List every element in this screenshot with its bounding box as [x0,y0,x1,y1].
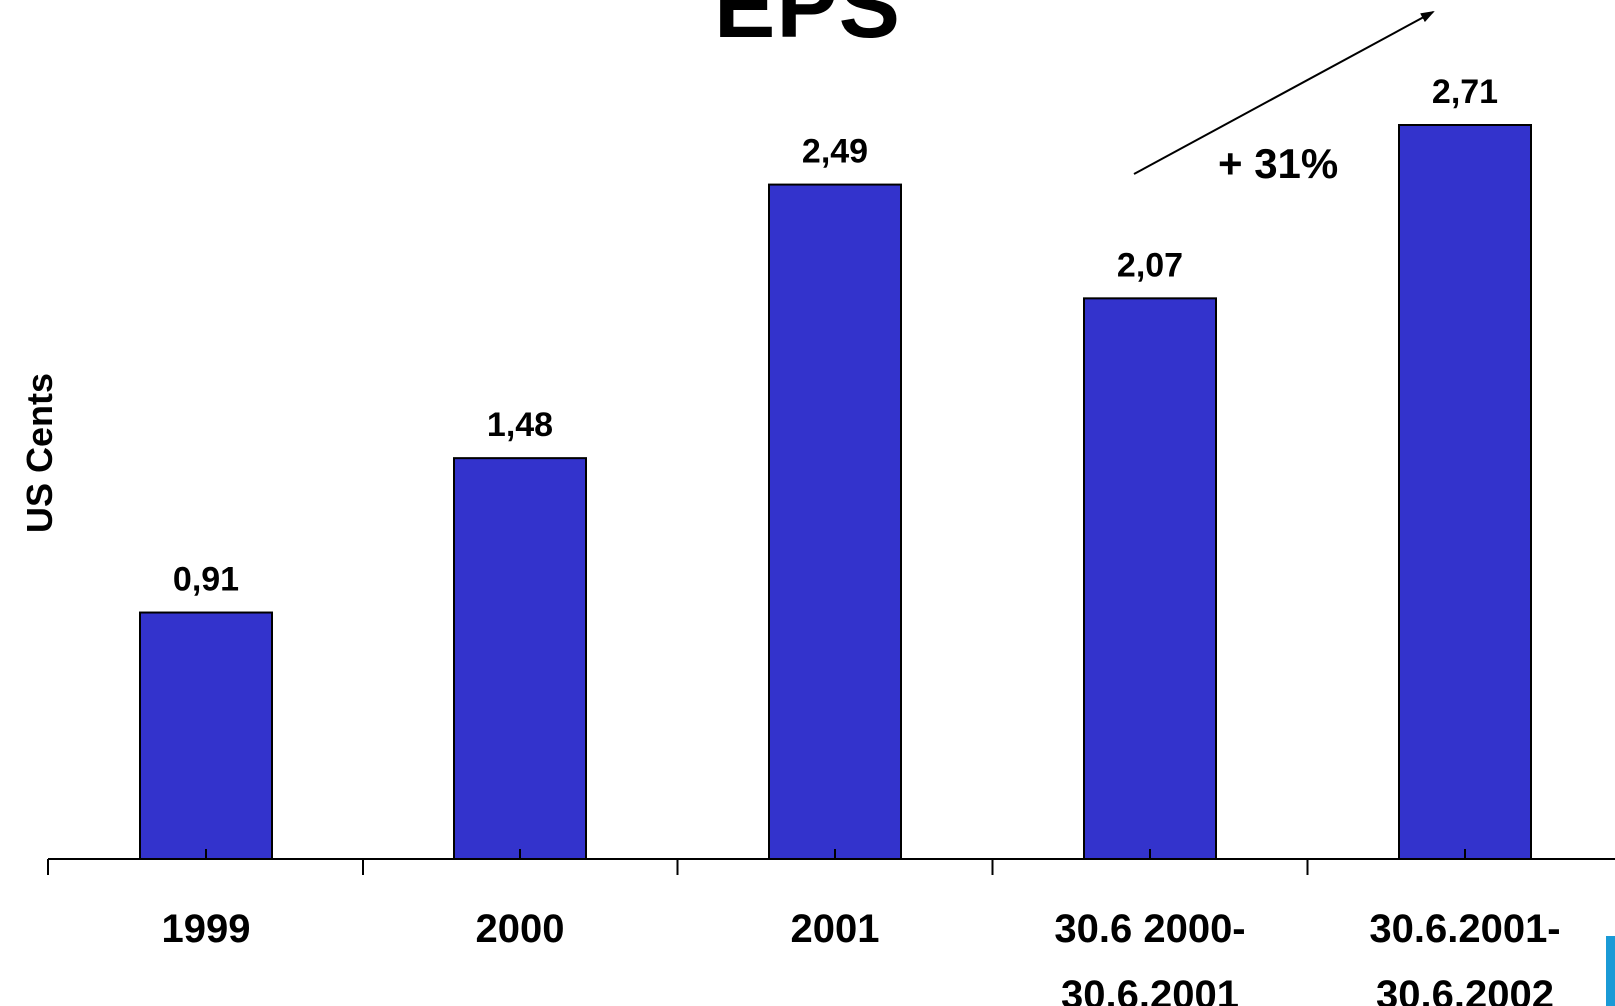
bars-group [139,124,1532,860]
x-axis [47,849,1615,875]
chart-title: EPS [713,0,902,57]
growth-annotation-label: + 31% [1218,140,1339,187]
x-tick-label-2: 2000 [476,907,565,951]
growth-annotation [1133,11,1435,175]
x-tick-label-4: 30.6 2000-30.6.2001 [1054,907,1245,1006]
bar-1 [139,611,273,860]
bar-5 [1398,124,1532,860]
bar-2 [453,457,587,860]
labels-group: 0,91 1,48 2,49 2,07 2,71 1999 2000 2001 30.6 200… [162,73,1561,1006]
bar-3 [768,183,902,860]
x-tick-label-3: 2001 [791,907,880,951]
x-tick-label-1: 1999 [162,907,251,951]
value-label-1: 0,91 [173,561,239,599]
bar-4 [1083,297,1217,860]
value-label-2: 1,48 [487,406,553,444]
x-tick-label-5: 30.6.2001-30.6.2002 [1369,907,1560,1006]
value-label-4: 2,07 [1117,246,1183,284]
corner-logo [1606,936,1615,1006]
value-label-3: 2,49 [802,133,868,171]
growth-arrow [1133,11,1435,175]
value-label-5: 2,71 [1432,73,1498,111]
